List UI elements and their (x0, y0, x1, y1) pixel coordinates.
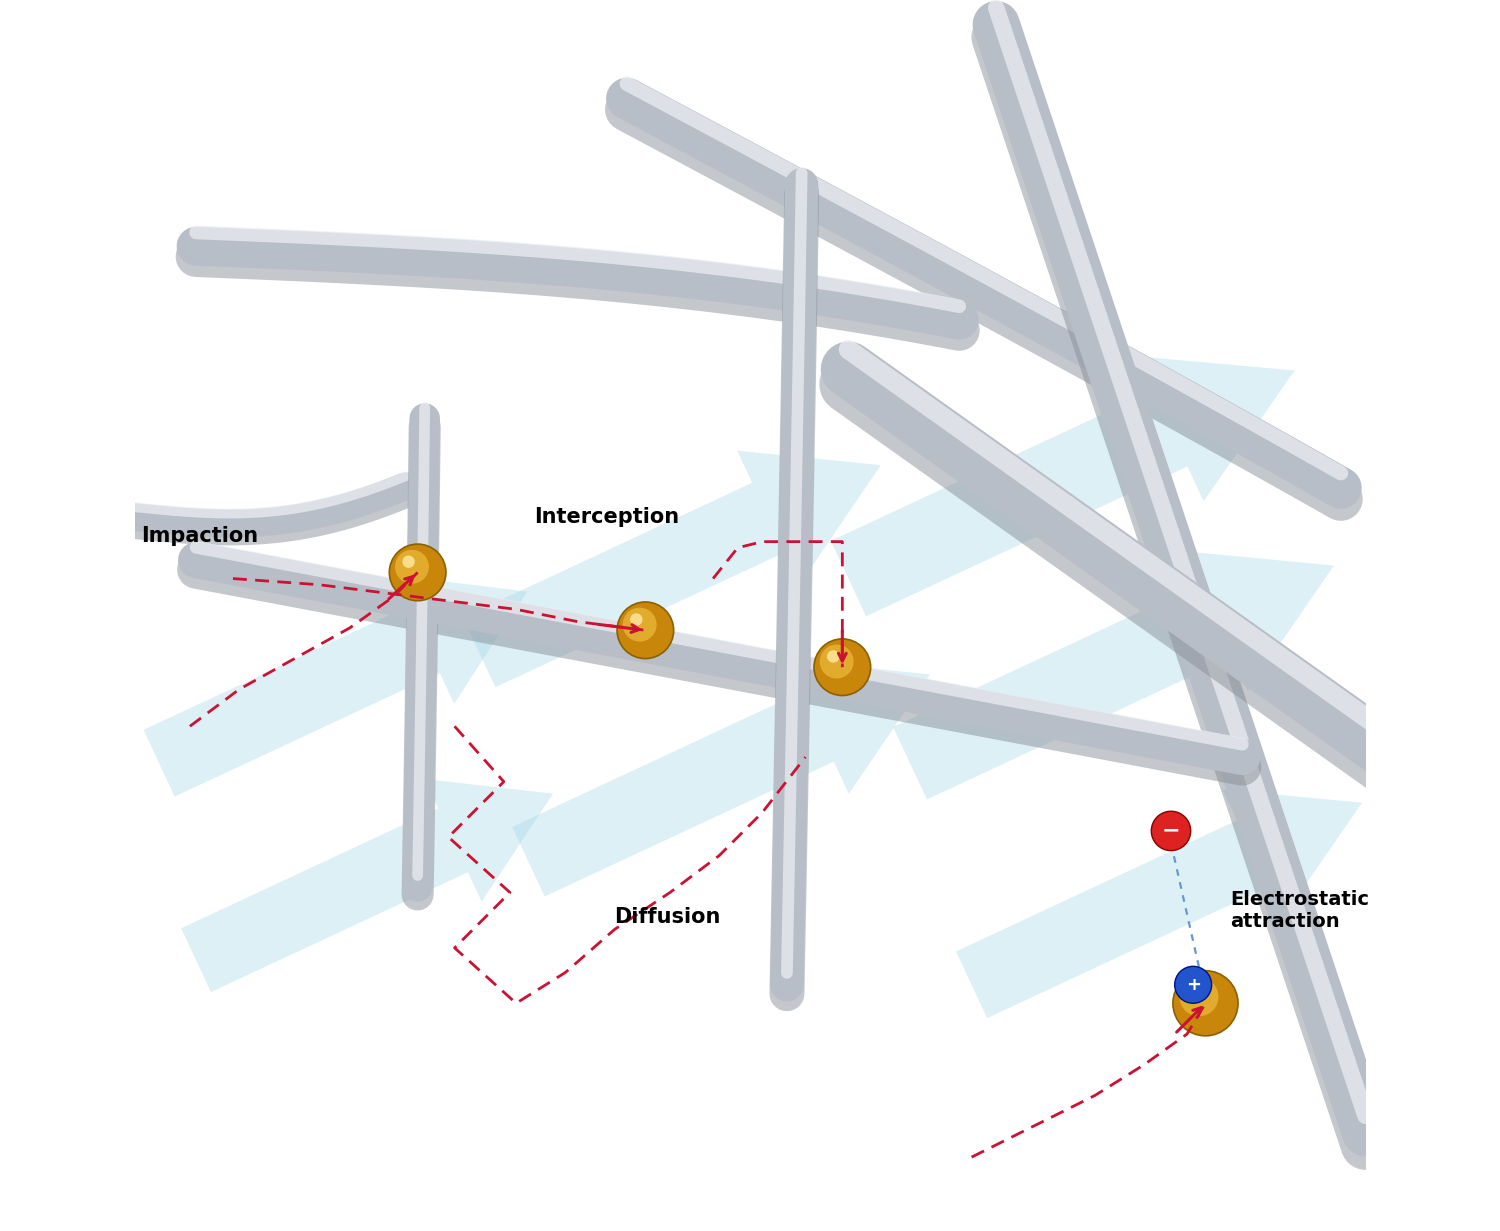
Circle shape (1173, 971, 1238, 1035)
Text: Electrostatic
attraction: Electrostatic attraction (1230, 890, 1370, 932)
Circle shape (622, 608, 657, 641)
Text: +: + (1185, 976, 1200, 993)
Circle shape (1174, 966, 1212, 1003)
Text: Interception: Interception (534, 507, 680, 527)
Circle shape (827, 650, 840, 662)
Circle shape (1152, 811, 1191, 851)
Circle shape (630, 613, 642, 625)
Circle shape (1179, 977, 1218, 1017)
Circle shape (1188, 984, 1202, 998)
Text: −: − (1161, 821, 1180, 841)
Circle shape (390, 544, 445, 601)
Text: Impaction: Impaction (141, 526, 258, 545)
Circle shape (616, 602, 674, 659)
Polygon shape (512, 660, 930, 896)
Polygon shape (464, 451, 880, 687)
Polygon shape (144, 575, 528, 796)
Circle shape (815, 639, 870, 696)
Circle shape (819, 645, 854, 678)
Polygon shape (182, 779, 554, 992)
Circle shape (394, 550, 429, 583)
Circle shape (402, 555, 416, 567)
Polygon shape (831, 356, 1294, 617)
Polygon shape (892, 551, 1334, 799)
Polygon shape (956, 789, 1362, 1018)
Text: Diffusion: Diffusion (615, 907, 722, 927)
